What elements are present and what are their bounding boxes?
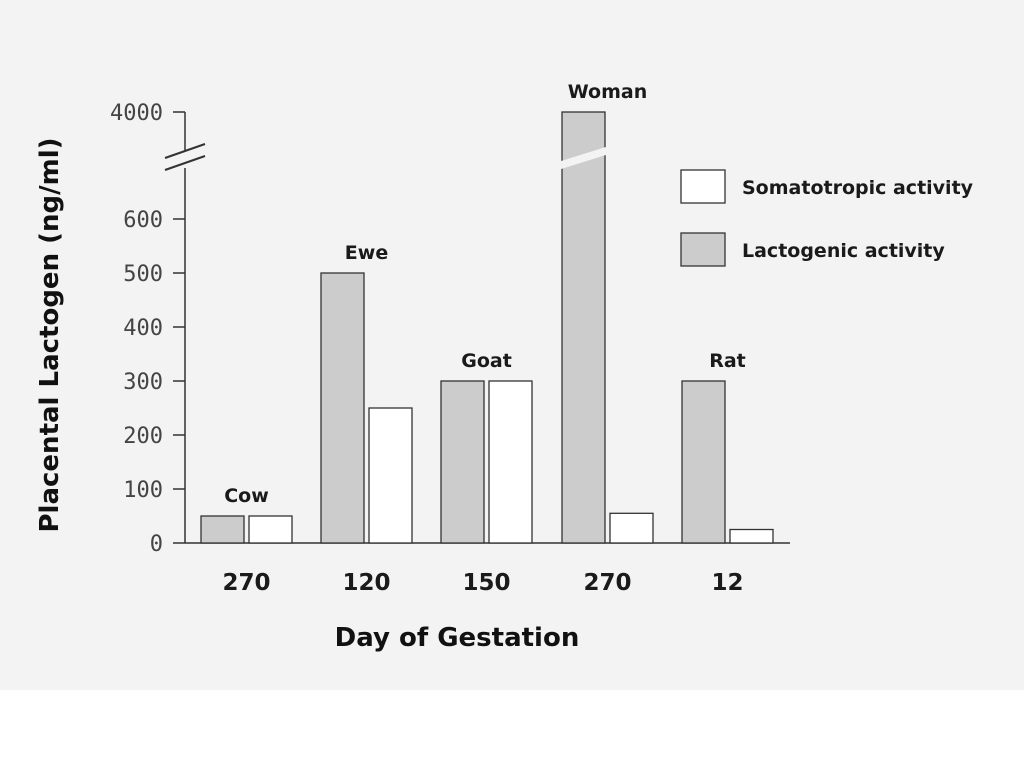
y-tick-label: 4000 xyxy=(110,101,163,126)
x-tick-label: 270 xyxy=(222,570,270,596)
bar-lactogenic xyxy=(440,380,485,544)
x-tick-label: 120 xyxy=(342,570,390,596)
bar-chart: 0 100 200 300 400 500 600 4000 270 Cow 120 Ewe 150 G… xyxy=(35,81,974,653)
axis-break-mark xyxy=(164,143,206,159)
figure-background: 0 100 200 300 400 500 600 4000 270 Cow 120 Ewe 150 G… xyxy=(0,0,1024,690)
bar-break-mark xyxy=(558,146,609,170)
bar-label: Cow xyxy=(224,485,269,507)
legend: Somatotropic activity Lactogenic activity xyxy=(680,169,974,267)
y-axis-title: Placental Lactogen (ng/ml) xyxy=(35,137,65,532)
y-tick-label: 500 xyxy=(123,262,163,287)
bar-label: Rat xyxy=(709,350,746,372)
bar-label: Goat xyxy=(461,350,512,372)
y-tick-label: 100 xyxy=(123,478,163,503)
legend-swatch xyxy=(680,169,726,204)
y-tick-label: 300 xyxy=(123,370,163,395)
bar-lactogenic xyxy=(561,111,606,544)
bar-somatotropic xyxy=(248,515,293,544)
bar-lactogenic xyxy=(200,515,245,544)
axis-break-mark xyxy=(164,155,206,171)
y-tick-label: 400 xyxy=(123,316,163,341)
bar-lactogenic xyxy=(681,380,726,544)
bar-somatotropic xyxy=(368,407,413,544)
bars-group xyxy=(200,111,774,544)
x-tick-label: 270 xyxy=(583,570,631,596)
axes-group: 0 100 200 300 400 500 600 4000 xyxy=(110,101,790,557)
bar-lactogenic xyxy=(320,272,365,544)
legend-label: Somatotropic activity xyxy=(742,177,974,199)
legend-swatch xyxy=(680,232,726,267)
y-tick-label: 600 xyxy=(123,208,163,233)
x-tick-label: 150 xyxy=(462,570,510,596)
x-tick-label: 12 xyxy=(711,570,743,596)
bar-somatotropic xyxy=(488,380,533,544)
bar-label: Ewe xyxy=(345,242,388,264)
x-axis-title: Day of Gestation xyxy=(335,623,580,653)
y-tick-label: 200 xyxy=(123,424,163,449)
bar-label: Woman xyxy=(568,81,647,103)
y-tick-label: 0 xyxy=(150,532,163,557)
legend-label: Lactogenic activity xyxy=(742,240,945,262)
bar-somatotropic xyxy=(609,512,654,544)
bar-somatotropic xyxy=(729,528,774,544)
labels-group: 270 Cow 120 Ewe 150 Goat 270 Woman 12 Rat xyxy=(222,81,745,596)
